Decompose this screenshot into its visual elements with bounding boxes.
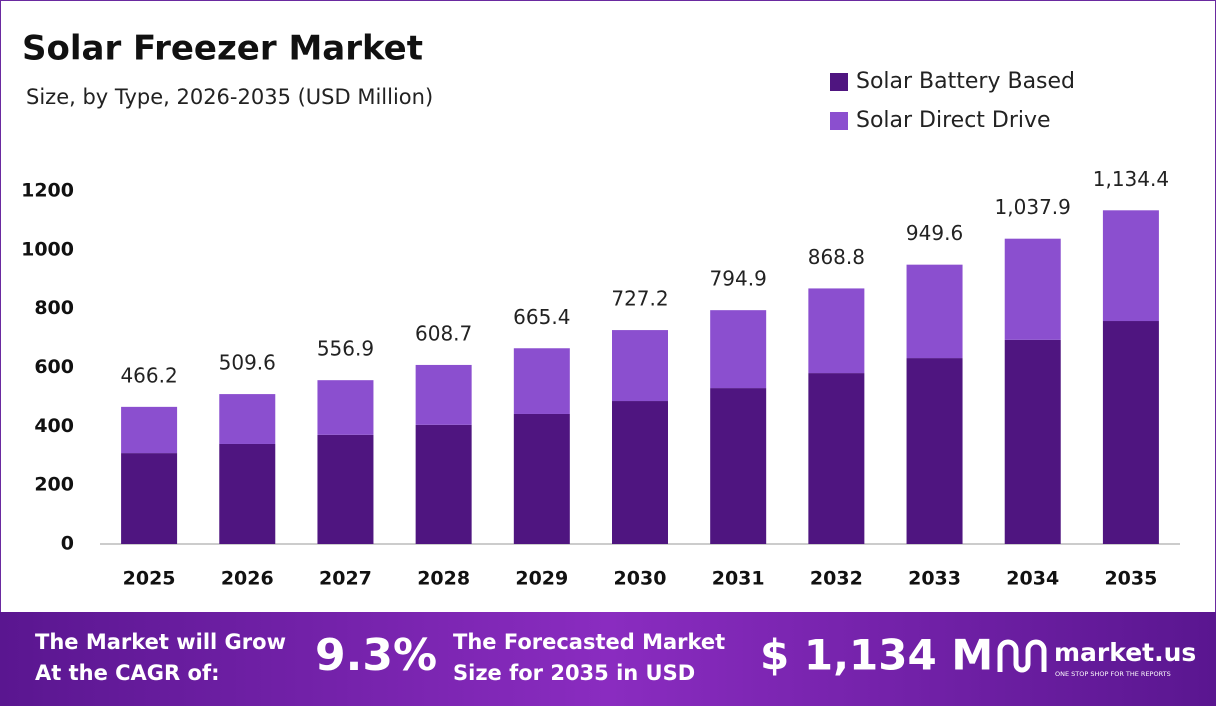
bar-segment bbox=[317, 434, 374, 544]
bar-segment bbox=[317, 380, 374, 435]
bar-segment bbox=[219, 394, 276, 444]
bar-segment bbox=[1004, 339, 1061, 544]
chart-subtitle: Size, by Type, 2026-2035 (USD Million) bbox=[26, 85, 433, 109]
bar-segment bbox=[1004, 238, 1061, 340]
y-tick-label: 0 bbox=[61, 533, 74, 555]
total-label: 868.8 bbox=[808, 245, 865, 269]
x-tick-label: 2032 bbox=[810, 568, 863, 590]
bar-segment bbox=[415, 364, 472, 425]
y-tick-label: 600 bbox=[34, 356, 74, 378]
total-label: 1,037.9 bbox=[995, 195, 1071, 219]
brand-logo bbox=[997, 639, 1047, 673]
footer-band bbox=[0, 612, 1216, 706]
footer-text: Size for 2035 in USD bbox=[453, 661, 695, 685]
total-label: 1,134.4 bbox=[1093, 167, 1169, 191]
total-label: 556.9 bbox=[317, 337, 374, 361]
bar-segment bbox=[808, 288, 865, 374]
total-label: 727.2 bbox=[611, 287, 668, 311]
bar-segment bbox=[1102, 321, 1159, 544]
footer-text: At the CAGR of: bbox=[35, 661, 220, 685]
bar-segment bbox=[612, 401, 668, 544]
x-tick-label: 2034 bbox=[1006, 568, 1059, 590]
bar-segment bbox=[906, 358, 963, 544]
x-tick-label: 2033 bbox=[908, 568, 961, 590]
legend-swatch bbox=[830, 73, 848, 91]
brand-tagline: ONE STOP SHOP FOR THE REPORTS bbox=[1055, 670, 1171, 678]
y-tick-label: 1000 bbox=[21, 238, 74, 260]
y-tick-label: 800 bbox=[34, 297, 74, 319]
total-label: 665.4 bbox=[513, 305, 570, 329]
bar-segment bbox=[612, 330, 668, 402]
bar-segment bbox=[906, 264, 963, 359]
legend-swatch bbox=[830, 112, 848, 130]
total-label: 509.6 bbox=[219, 351, 276, 375]
total-label: 608.7 bbox=[415, 321, 472, 345]
footer-cagr: 9.3% bbox=[315, 630, 437, 681]
chart-title: Solar Freezer Market bbox=[22, 29, 423, 69]
x-tick-label: 2027 bbox=[319, 568, 372, 590]
total-label: 794.9 bbox=[710, 267, 767, 291]
y-tick-label: 1200 bbox=[21, 180, 74, 202]
bar-segment bbox=[219, 443, 276, 544]
x-tick-label: 2031 bbox=[712, 568, 765, 590]
footer-forecast: $ 1,134 M bbox=[760, 631, 993, 680]
x-tick-label: 2026 bbox=[221, 568, 274, 590]
bar-segment bbox=[415, 424, 472, 544]
bar-segment bbox=[121, 406, 178, 454]
bar-segment bbox=[1102, 210, 1159, 322]
total-label: 466.2 bbox=[120, 363, 177, 387]
brand: market.us bbox=[1054, 638, 1196, 667]
bar-segment bbox=[121, 453, 178, 544]
x-tick-label: 2035 bbox=[1104, 568, 1157, 590]
bar-segment bbox=[710, 388, 767, 544]
footer-text: The Market will Grow bbox=[35, 630, 286, 654]
x-tick-label: 2025 bbox=[123, 568, 176, 590]
footer-text: The Forecasted Market bbox=[453, 630, 725, 654]
bar-segment bbox=[513, 348, 570, 414]
bar-segment bbox=[808, 373, 865, 544]
x-tick-label: 2028 bbox=[417, 568, 470, 590]
legend-label: Solar Battery Based bbox=[856, 69, 1075, 94]
total-label: 949.6 bbox=[906, 221, 963, 245]
x-tick-label: 2030 bbox=[614, 568, 667, 590]
bar-segment bbox=[513, 413, 570, 544]
bar-segment bbox=[710, 310, 767, 389]
y-tick-label: 200 bbox=[34, 474, 74, 496]
x-tick-label: 2029 bbox=[515, 568, 568, 590]
y-tick-label: 400 bbox=[34, 415, 74, 437]
legend-label: Solar Direct Drive bbox=[856, 108, 1051, 133]
